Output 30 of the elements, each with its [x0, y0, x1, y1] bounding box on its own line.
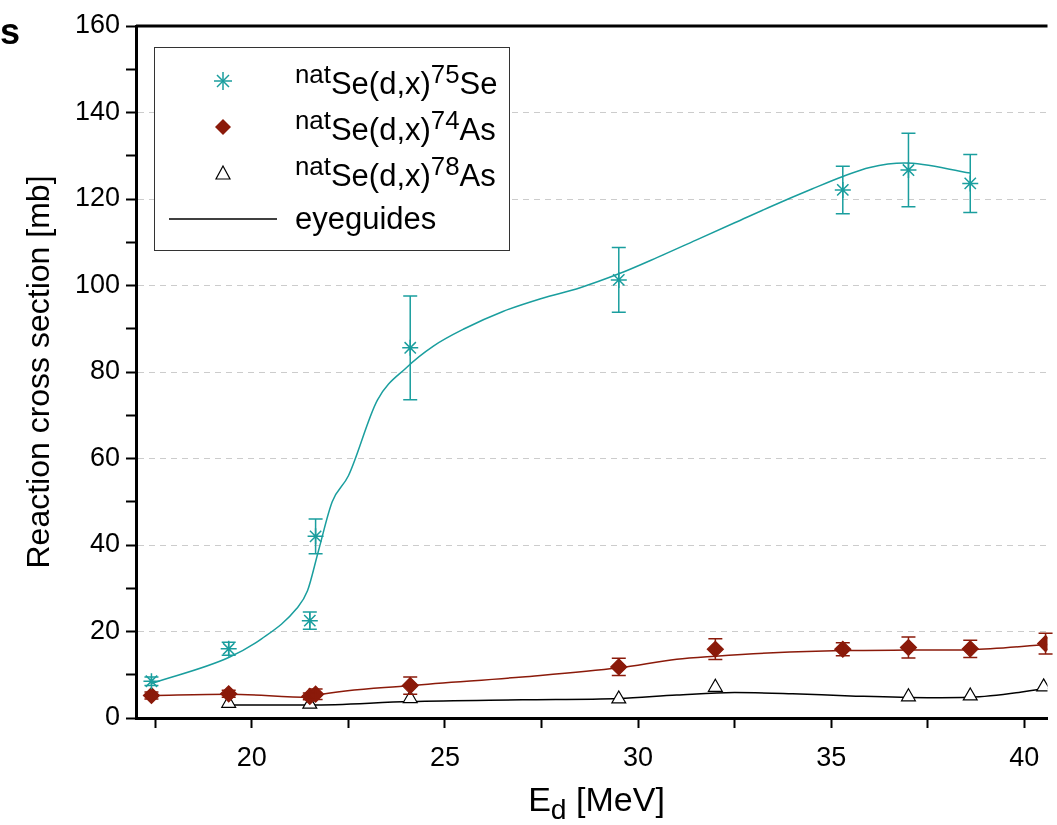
y-tick-label: 100 — [74, 268, 120, 299]
y-tick-label: 0 — [104, 701, 120, 732]
x-axis-title: E$_{d}$ [MeV] — [527, 780, 666, 825]
x-tick-label: 25 — [429, 741, 461, 772]
point — [611, 690, 627, 704]
y-tick-label: 160 — [74, 9, 120, 40]
y-tick-label: 140 — [74, 95, 120, 126]
legend-label: eyeguides — [295, 201, 437, 237]
y-tick-label: 60 — [89, 441, 120, 472]
x-tick-label: 30 — [623, 741, 654, 772]
point — [900, 688, 916, 702]
text: s — [0, 11, 21, 52]
y-tick-label: 80 — [89, 355, 120, 386]
point — [707, 678, 723, 692]
y-tick-label: 120 — [74, 182, 120, 213]
point — [401, 339, 419, 357]
y-axis-title: Reaction cross section [mb] — [20, 175, 56, 569]
point — [899, 161, 918, 179]
legend-label: $^{nat}$Se(d,x)$^{78}$As — [295, 151, 496, 195]
x-tick-label: 20 — [236, 741, 267, 772]
y-tick-label: 40 — [89, 528, 120, 559]
y-tick-label: 20 — [89, 614, 120, 645]
x-tick-label: 35 — [816, 741, 847, 772]
point — [834, 181, 852, 199]
point — [306, 527, 325, 546]
legend-label: $^{nat}$Se(d,x)$^{74}$As — [295, 105, 496, 149]
point — [962, 687, 978, 701]
x-tick-label: 40 — [1009, 741, 1040, 772]
point — [610, 271, 628, 289]
legend-label: $^{nat}$Se(d,x)$^{75}$Se — [295, 59, 498, 103]
